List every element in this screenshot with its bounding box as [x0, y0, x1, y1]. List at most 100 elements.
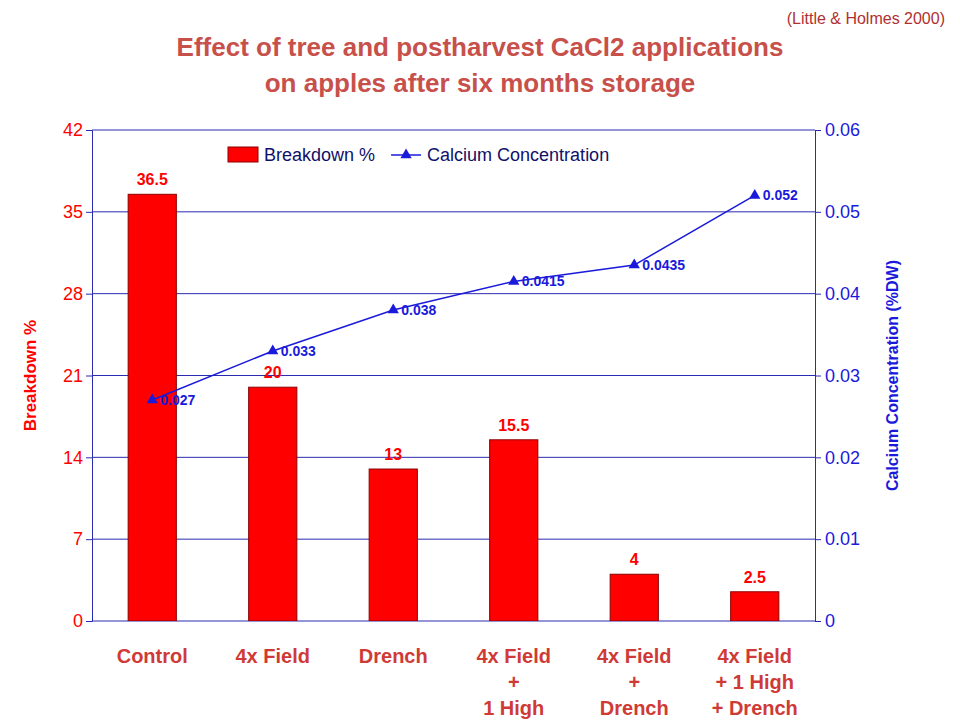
tick-label: 0.02 — [825, 448, 860, 468]
tick-label: 14 — [63, 448, 83, 468]
category-label: Control — [117, 645, 188, 667]
data-label: 0.033 — [281, 343, 316, 359]
title: on apples after six months storage — [265, 68, 696, 98]
grid-line — [92, 130, 815, 131]
tick-label: 0.01 — [825, 529, 860, 549]
data-labels: 36.5 20 13 15.5 4 2.5 0.027 0.033 0.038 0.0415 0.0… — [137, 171, 798, 585]
legend-item: Breakdown % — [228, 145, 375, 165]
tick: 0.02 — [815, 448, 860, 468]
marker — [749, 189, 760, 199]
tick: 0.06 — [815, 120, 860, 140]
data-label: 0.027 — [160, 392, 195, 408]
tick: 0 — [815, 611, 835, 631]
tick: 35 — [63, 202, 92, 222]
legend-swatch — [400, 148, 411, 158]
chart: (Little & Holmes 2000)Effect of tree and… — [0, 0, 960, 725]
data-label: 0.038 — [401, 302, 436, 318]
y-axis: 0 7 14 21 28 35 42 — [63, 120, 93, 631]
tick: 0.04 — [815, 284, 860, 304]
tick: 0 — [73, 611, 92, 631]
data-label: 20 — [264, 364, 282, 381]
source: (Little & Holmes 2000) — [787, 10, 945, 27]
tick-mark — [86, 376, 92, 377]
data-label: 2.5 — [744, 569, 766, 586]
tick-label: 0 — [73, 611, 83, 631]
category-label: 4x Field+1 High — [477, 645, 551, 719]
axis-line — [86, 131, 93, 622]
tick-mark — [86, 130, 92, 131]
tick-label: 35 — [63, 202, 83, 222]
category-label: 4x Field+ 1 High+ Drench — [712, 645, 798, 719]
marker — [629, 259, 640, 269]
tick-mark — [815, 539, 821, 540]
grid-line — [92, 293, 815, 294]
category-label: 4x Field+Drench — [597, 645, 671, 719]
data-label: 15.5 — [498, 417, 529, 434]
bar — [490, 440, 538, 621]
grid-line — [92, 457, 815, 458]
y2-axis: 0 0.01 0.02 0.03 0.04 0.05 0.06 — [815, 120, 860, 631]
tick-mark — [815, 457, 821, 458]
marker — [508, 275, 519, 285]
tick-label: 0.06 — [825, 120, 860, 140]
tick-mark — [815, 130, 821, 131]
tick-label: 0.03 — [825, 366, 860, 386]
legend: Breakdown % Calcium Concentration — [228, 145, 609, 165]
y2-axis-title: Calcium Concentration (%DW) — [884, 260, 901, 491]
tick-mark — [815, 212, 821, 213]
tick: 0.01 — [815, 529, 860, 549]
tick-mark — [86, 457, 92, 458]
bar — [731, 592, 779, 621]
data-label: 0.0415 — [522, 273, 565, 289]
x-axis: Control 4x Field Drench 4x Field+1 High 4x F… — [117, 645, 798, 719]
marks — [128, 189, 779, 621]
tick: 7 — [73, 529, 92, 549]
tick-label: 21 — [63, 366, 83, 386]
tick-mark — [815, 376, 821, 377]
axis-line — [816, 131, 822, 622]
data-label: 0.0435 — [642, 257, 685, 273]
tick-label: 42 — [63, 120, 83, 140]
tick: 28 — [63, 284, 92, 304]
legend-swatch — [228, 147, 258, 162]
legend-label: Calcium Concentration — [427, 145, 609, 165]
legend-label: Breakdown % — [264, 145, 375, 165]
bar — [369, 469, 417, 621]
tick: 21 — [63, 366, 92, 386]
title: Effect of tree and postharvest CaCl2 app… — [177, 32, 784, 62]
tick: 14 — [63, 448, 92, 468]
category-label: Drench — [359, 645, 428, 667]
tick-label: 0.05 — [825, 202, 860, 222]
marker — [267, 344, 278, 354]
grid-line — [92, 621, 815, 622]
marker — [147, 394, 158, 404]
y-axis-title: Breakdown % — [21, 320, 40, 431]
grid — [92, 130, 815, 621]
tick: 0.03 — [815, 366, 860, 386]
data-label: 13 — [384, 446, 402, 463]
tick-label: 0 — [825, 611, 835, 631]
tick-mark — [815, 294, 821, 295]
tick-label: 28 — [63, 284, 83, 304]
tick: 0.05 — [815, 202, 860, 222]
line — [152, 195, 755, 400]
tick-mark — [86, 294, 92, 295]
bar — [610, 574, 658, 621]
grid-line — [92, 375, 815, 376]
tick: 42 — [63, 120, 92, 140]
tick-label: 7 — [73, 529, 83, 549]
tick-mark — [815, 621, 821, 622]
grid-line — [92, 539, 815, 540]
tick-mark — [86, 621, 92, 622]
tick-label: 0.04 — [825, 284, 860, 304]
data-label: 4 — [630, 551, 639, 568]
bar — [249, 387, 297, 621]
marker — [388, 304, 399, 314]
tick-mark — [86, 539, 92, 540]
tick-mark — [86, 212, 92, 213]
category-label: 4x Field — [236, 645, 310, 667]
data-label: 36.5 — [137, 171, 168, 188]
legend-item: Calcium Concentration — [391, 145, 609, 165]
grid-line — [92, 211, 815, 212]
data-label: 0.052 — [763, 187, 798, 203]
